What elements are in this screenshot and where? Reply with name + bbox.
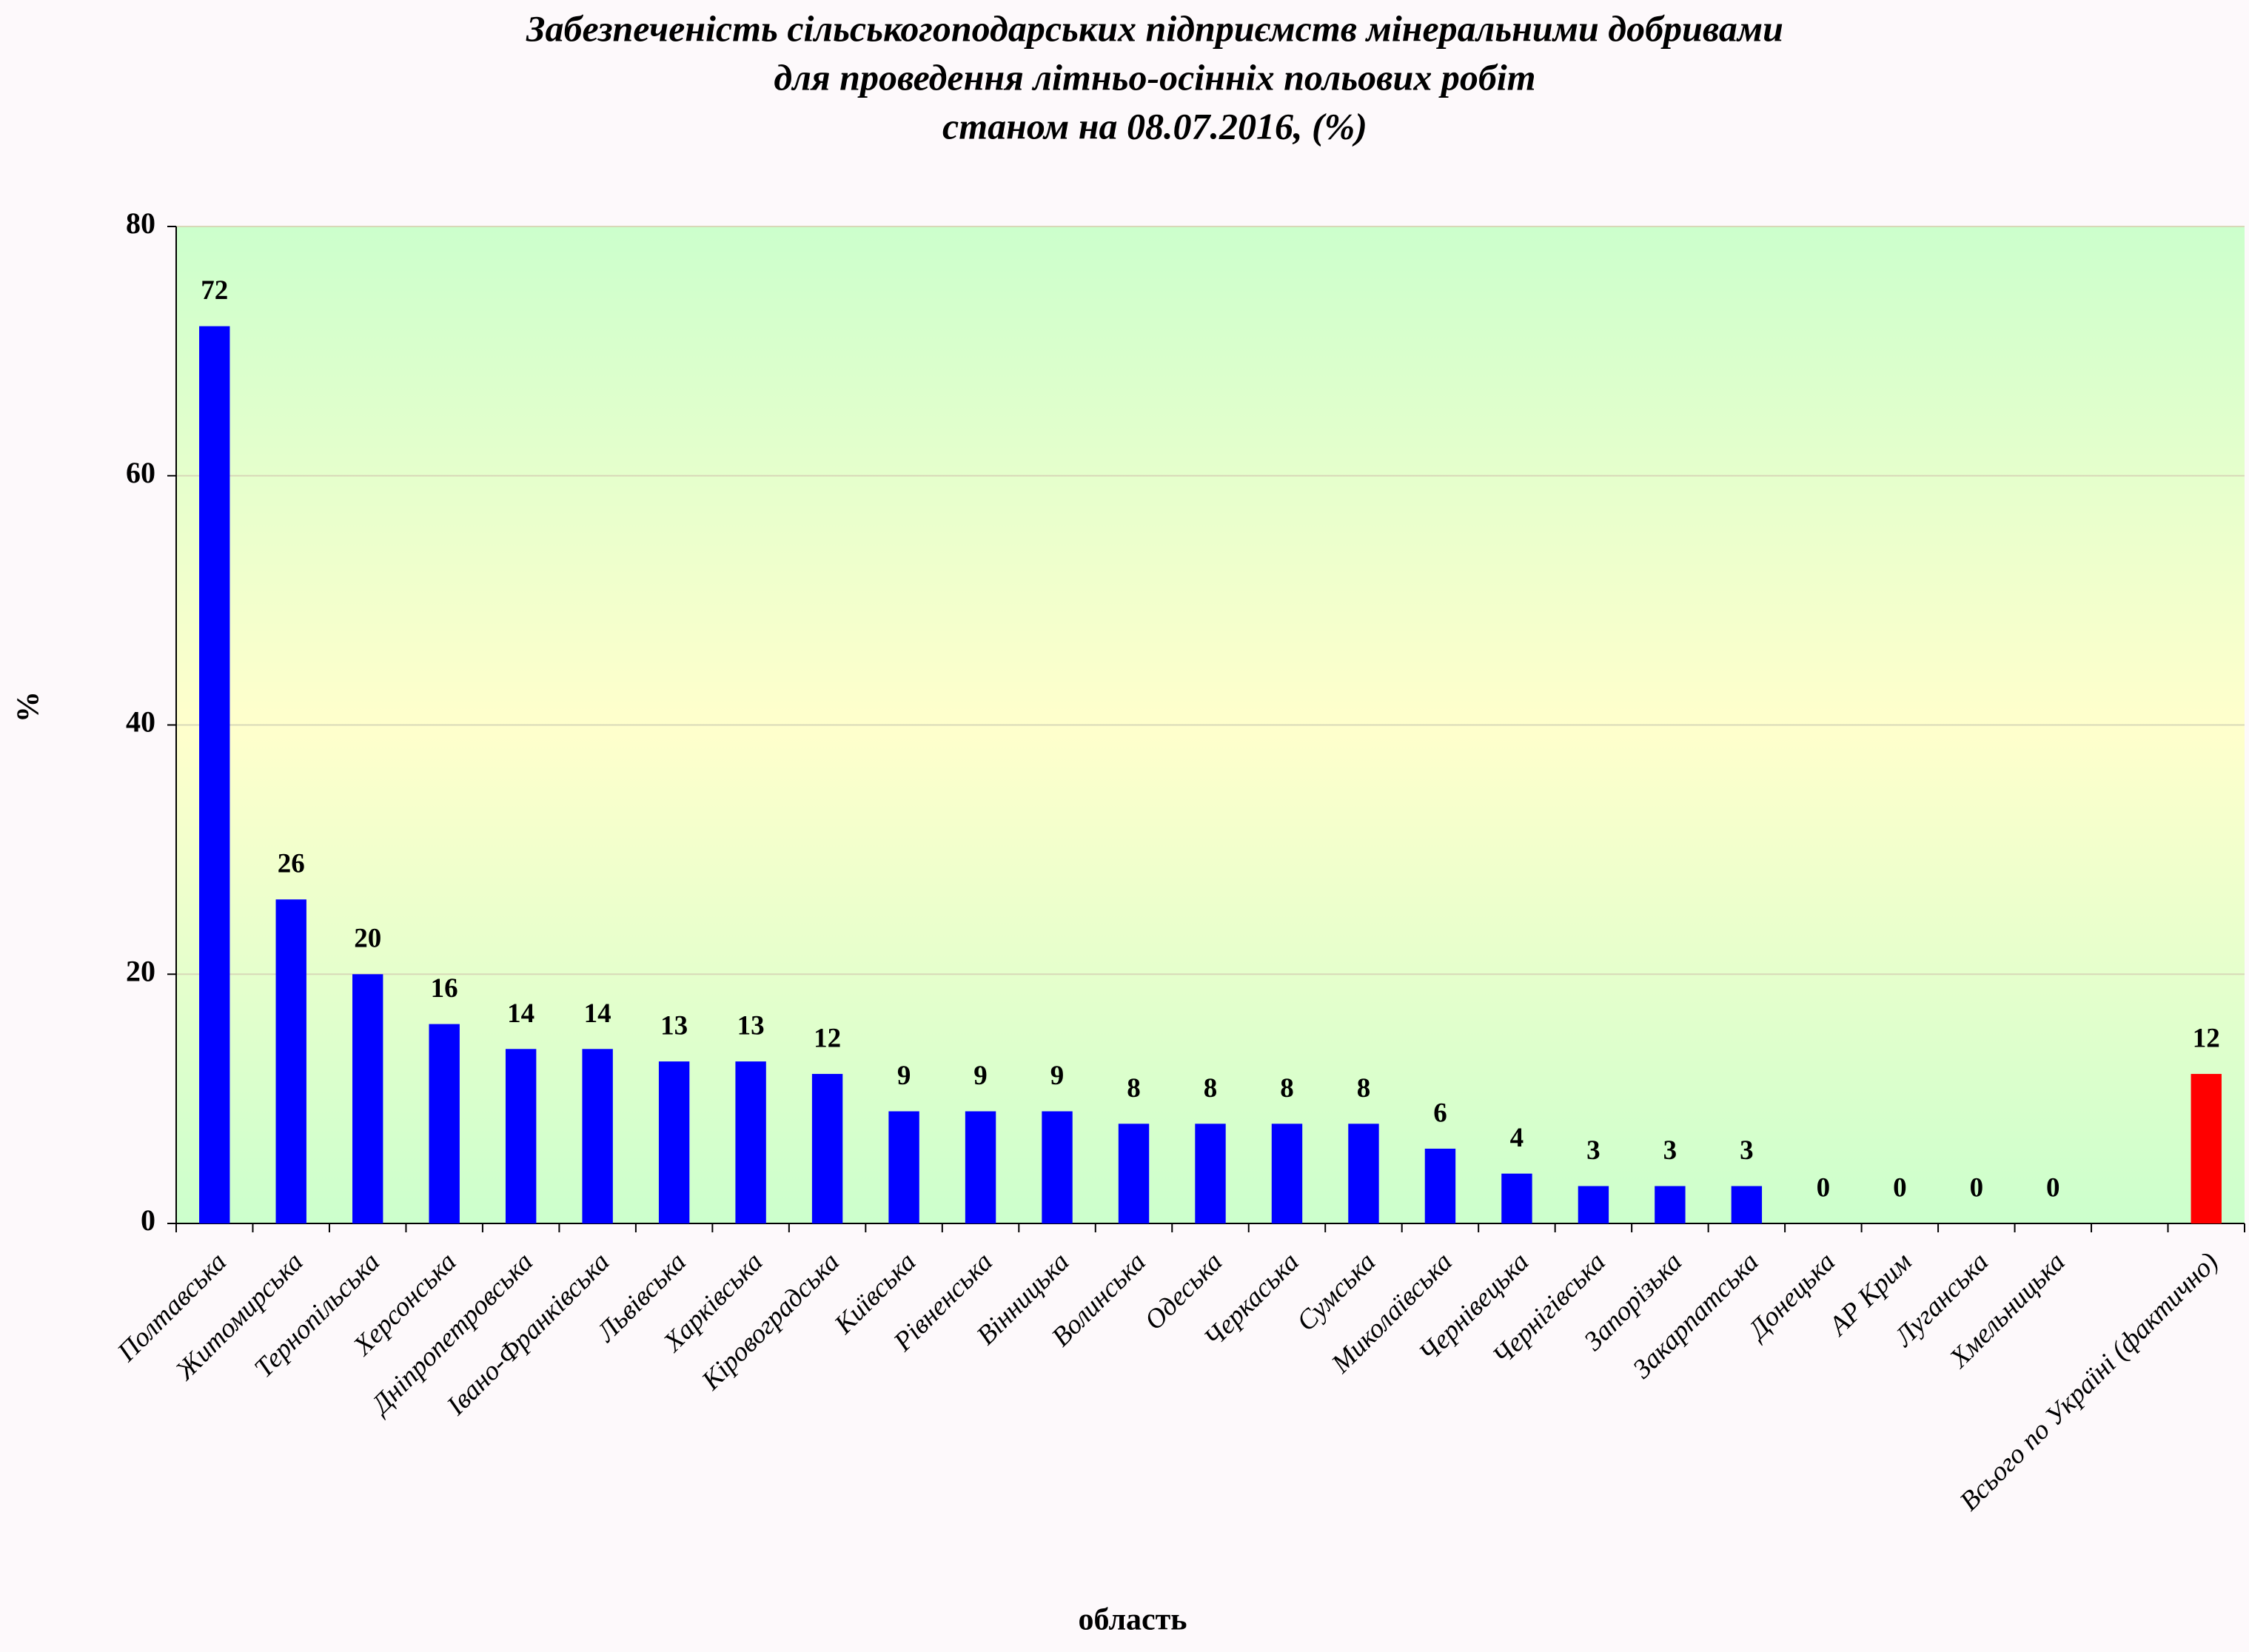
value-label: 14	[584, 998, 611, 1029]
bar	[1042, 1111, 1073, 1223]
value-label: 3	[1586, 1135, 1601, 1166]
y-tick-label: 80	[126, 206, 155, 240]
x-axis-label: область	[1079, 1603, 1187, 1637]
value-label: 9	[973, 1061, 988, 1091]
value-label: 12	[814, 1023, 841, 1053]
bar	[1195, 1124, 1226, 1223]
bar	[352, 974, 383, 1223]
bar	[1578, 1186, 1609, 1223]
bar	[735, 1061, 766, 1223]
value-label: 0	[1893, 1172, 1907, 1203]
bar	[1348, 1124, 1379, 1223]
value-label: 26	[278, 849, 305, 879]
bar	[1118, 1124, 1150, 1223]
chart-title: станом на 08.07.2016, (%)	[942, 105, 1367, 147]
value-label: 0	[2046, 1172, 2060, 1203]
value-label: 16	[431, 973, 458, 1004]
bar	[1271, 1124, 1303, 1223]
bar	[582, 1049, 613, 1223]
chart-title: Забезпеченість сільськогоподарських підп…	[526, 7, 1783, 49]
bar	[1501, 1173, 1532, 1223]
value-label: 3	[1740, 1135, 1754, 1166]
y-tick-label: 40	[126, 705, 155, 739]
y-tick-label: 0	[141, 1203, 155, 1237]
value-label: 3	[1663, 1135, 1677, 1166]
value-label: 20	[354, 924, 381, 954]
value-label: 12	[2193, 1023, 2220, 1053]
value-label: 4	[1510, 1123, 1524, 1153]
bar	[275, 899, 306, 1223]
y-tick-label: 60	[126, 456, 155, 489]
bar	[888, 1111, 919, 1223]
bar	[811, 1073, 843, 1223]
bar	[1424, 1148, 1456, 1223]
bar	[2191, 1073, 2222, 1223]
value-label: 13	[737, 1011, 765, 1041]
value-label: 0	[1817, 1172, 1831, 1203]
y-axis-label: %	[12, 691, 46, 722]
value-label: 8	[1280, 1073, 1294, 1104]
value-label: 0	[1970, 1172, 1984, 1203]
value-label: 8	[1127, 1073, 1141, 1104]
y-tick-label: 20	[126, 954, 155, 987]
value-label: 72	[201, 275, 228, 306]
bar	[658, 1061, 690, 1223]
chart-title: для проведення літньо-осінніх польових р…	[774, 56, 1535, 98]
value-label: 8	[1204, 1073, 1218, 1104]
bar	[1655, 1186, 1686, 1223]
value-label: 14	[507, 998, 534, 1029]
x-tick-label: Всього по Україні (фактично)	[1954, 1246, 2225, 1517]
value-label: 8	[1357, 1073, 1371, 1104]
x-tick-label: Кіровоградська	[696, 1246, 845, 1396]
value-label: 6	[1433, 1098, 1447, 1128]
bar	[199, 326, 230, 1224]
bar	[1731, 1186, 1763, 1223]
bar	[505, 1049, 537, 1223]
bar	[429, 1024, 460, 1223]
value-label: 9	[897, 1061, 911, 1091]
bar	[965, 1111, 996, 1223]
value-label: 9	[1050, 1061, 1065, 1091]
value-label: 13	[660, 1011, 688, 1041]
